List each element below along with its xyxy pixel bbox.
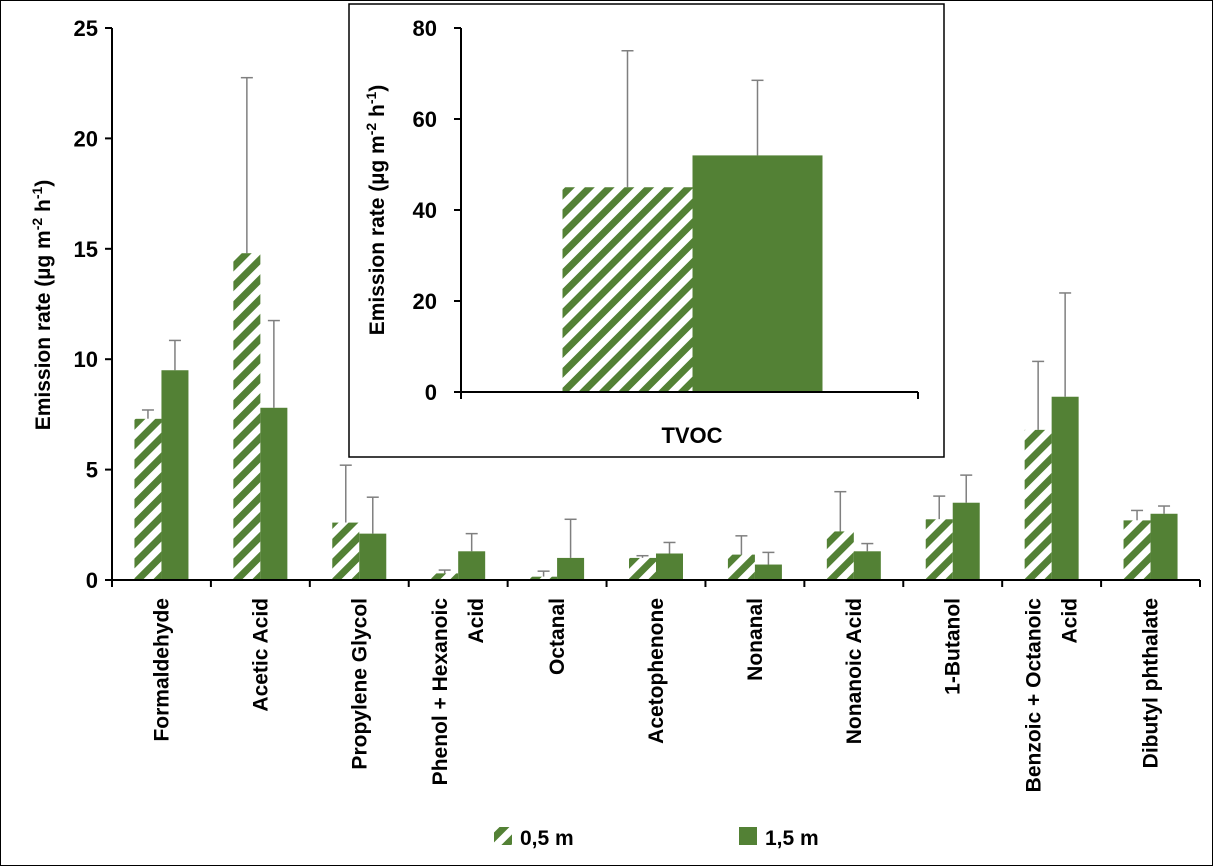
inset-y-tick-label: 40 (413, 198, 437, 223)
main-bar-0-5m (134, 418, 162, 580)
inset-y-ticks: 0 20 40 60 80 (413, 16, 461, 405)
main-bar-0-5m (826, 531, 854, 580)
main-axes (111, 28, 1201, 587)
inset-y-tick-label: 20 (413, 289, 437, 314)
main-bar-1-5m (458, 551, 486, 580)
main-category-labels: Formaldehyde Acetic Acid Propylene Glycol P… (150, 598, 1162, 793)
main-y-tick-label: 15 (74, 237, 98, 262)
legend-label-1-5m: 1,5 m (765, 827, 819, 850)
main-bar-1-5m (260, 407, 288, 580)
inset-bar-1-5m (692, 155, 823, 392)
main-bar-0-5m (629, 557, 656, 580)
main-y-tick-label: 0 (86, 568, 98, 593)
main-bar-1-5m (161, 370, 189, 580)
main-bar-1-5m (754, 564, 782, 580)
inset-category-label: TVOC (661, 423, 722, 448)
main-category-label: Nonanal (744, 598, 767, 681)
main-y-ticks: 0 5 10 15 20 25 (74, 16, 112, 593)
main-bar-1-5m (557, 557, 585, 580)
main-bar-0-5m (332, 522, 360, 580)
main-y-axis-label: Emission rate (µg m-2 h-1) (29, 180, 55, 431)
inset-y-tick-label: 60 (413, 107, 437, 132)
inset-bar-0-5m (562, 187, 693, 392)
inset-bars (562, 50, 823, 392)
main-bar-1-5m (853, 551, 881, 580)
main-y-tick-label: 5 (86, 458, 98, 483)
main-bar-0-5m (1024, 429, 1052, 580)
main-category-label: Acetic Acid (249, 598, 272, 712)
main-bar-0-5m (530, 576, 558, 580)
inset-y-tick-label: 0 (425, 380, 437, 405)
main-y-tick-label: 25 (74, 16, 98, 41)
legend: 0,5 m 1,5 m (494, 827, 819, 850)
main-bar-0-5m (727, 554, 755, 580)
main-bar-1-5m (1150, 513, 1178, 580)
main-bar-1-5m (359, 533, 387, 580)
inset-y-axis-label: Emission rate (µg m-2 h-1) (363, 85, 389, 336)
legend-swatch-hatched (494, 827, 512, 845)
main-bar-0-5m (431, 573, 459, 580)
main-category-label: Phenol + Hexanoic Acid (429, 598, 488, 786)
main-category-label: Formaldehyde (150, 598, 173, 742)
main-category-label: Benzoic + Octanoic Acid (1023, 598, 1082, 793)
main-category-label: Octanal (546, 598, 569, 675)
main-bar-1-5m (952, 502, 980, 580)
inset-axes (460, 28, 919, 399)
legend-swatch-solid (739, 827, 757, 845)
legend-label-0-5m: 0,5 m (520, 827, 574, 850)
main-bars (134, 76, 1178, 580)
main-bar-1-5m (1051, 396, 1079, 580)
main-y-tick-label: 20 (74, 126, 98, 151)
main-category-label: Nonanoic Acid (843, 598, 866, 744)
main-category-label: 1-Butanol (942, 598, 965, 695)
inset-y-tick-label: 80 (413, 16, 437, 41)
main-bar-0-5m (1123, 520, 1151, 580)
main-category-label: Acetophenone (645, 598, 668, 744)
main-bar-0-5m (233, 253, 261, 580)
main-bar-0-5m (925, 519, 953, 580)
main-y-tick-label: 10 (74, 347, 98, 372)
main-category-label: Propylene Glycol (348, 598, 371, 770)
main-category-label: Dibutyl phthalate (1140, 598, 1163, 768)
main-bar-1-5m (656, 553, 683, 580)
